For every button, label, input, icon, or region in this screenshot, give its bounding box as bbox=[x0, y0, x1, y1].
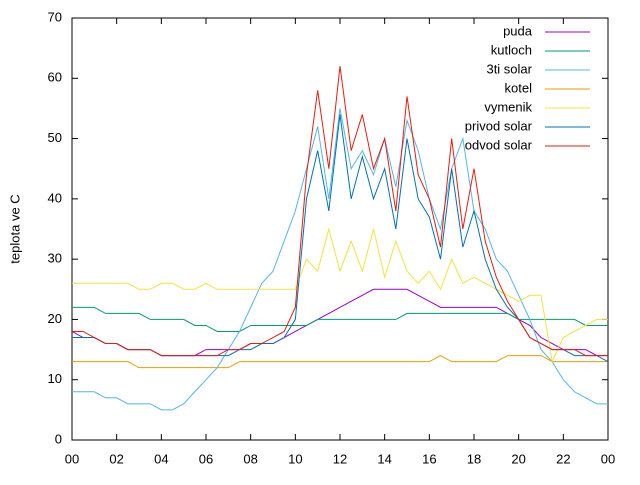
legend-label: privod solar bbox=[465, 118, 533, 133]
x-tick-label: 10 bbox=[288, 451, 302, 466]
legend-label: vymenik bbox=[484, 99, 532, 114]
legend-label: kotel bbox=[505, 80, 533, 95]
x-tick-label: 06 bbox=[199, 451, 213, 466]
x-tick-label: 00 bbox=[601, 451, 615, 466]
x-tick-label: 16 bbox=[422, 451, 436, 466]
y-tick-label: 30 bbox=[48, 251, 62, 266]
x-tick-label: 08 bbox=[243, 451, 257, 466]
y-tick-label: 10 bbox=[48, 371, 62, 386]
series-line bbox=[72, 355, 608, 369]
x-tick-label: 22 bbox=[556, 451, 570, 466]
x-tick-label: 12 bbox=[333, 451, 347, 466]
legend-label: puda bbox=[503, 23, 533, 38]
y-tick-label: 60 bbox=[48, 70, 62, 85]
series-line bbox=[72, 66, 608, 357]
y-tick-label: 70 bbox=[48, 9, 62, 24]
legend-label: 3ti solar bbox=[486, 61, 532, 76]
y-axis-label: teplota ve C bbox=[7, 194, 22, 263]
series-line bbox=[72, 306, 608, 332]
x-tick-label: 20 bbox=[511, 451, 525, 466]
series-line bbox=[72, 108, 608, 411]
y-tick-label: 50 bbox=[48, 130, 62, 145]
series-line bbox=[72, 227, 608, 364]
x-tick-label: 02 bbox=[109, 451, 123, 466]
legend-label: odvod solar bbox=[465, 137, 533, 152]
x-tick-label: 00 bbox=[65, 451, 79, 466]
y-tick-label: 0 bbox=[55, 431, 62, 446]
x-tick-label: 14 bbox=[377, 451, 391, 466]
y-tick-label: 40 bbox=[48, 190, 62, 205]
x-tick-label: 04 bbox=[154, 451, 168, 466]
x-tick-label: 18 bbox=[467, 451, 481, 466]
y-tick-label: 20 bbox=[48, 311, 62, 326]
legend-label: kutloch bbox=[491, 42, 532, 57]
series-line bbox=[71, 288, 608, 357]
